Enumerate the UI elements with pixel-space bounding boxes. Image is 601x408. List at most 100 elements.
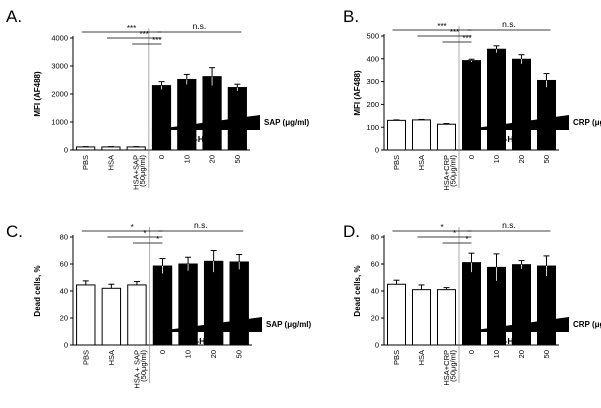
bar xyxy=(437,289,456,346)
x-tick-label: 10 xyxy=(492,155,501,163)
x-tick-label: PBS xyxy=(392,155,401,170)
chart-panel-d: D. 0 20 40 60 80 Dead cells, % PBS HSA HSA+CRP 0 10… xyxy=(343,220,601,386)
panel-letter: B. xyxy=(343,7,359,26)
y-tick-label: 200 xyxy=(366,100,379,109)
sig-label: *** xyxy=(437,22,446,31)
chart-panel-a: A. 0 1000 2000 3000 4000 MFI (AF488) PBS HSA HSA+… xyxy=(6,7,310,190)
bar xyxy=(127,284,147,346)
bar xyxy=(537,265,556,346)
bar xyxy=(412,119,431,151)
treatment-label: CRP (μg/ml) xyxy=(573,320,601,329)
x-tick-label: 0 xyxy=(467,155,476,159)
control-concentration-note: (50μg/ml) xyxy=(139,349,148,381)
x-tick-label: PBS xyxy=(81,350,90,365)
control-concentration-note: (50μg/ml) xyxy=(449,154,458,186)
y-tick-label: 80 xyxy=(371,233,379,242)
x-tick-label: 0 xyxy=(157,155,166,159)
group-label: AP-HSA xyxy=(185,336,218,346)
sig-label: * xyxy=(156,235,159,244)
y-tick-label: 0 xyxy=(375,146,379,155)
sig-label: * xyxy=(143,229,146,238)
x-tick-label: HSA xyxy=(417,155,426,170)
concentration-wedge xyxy=(150,115,260,130)
y-tick-label: 400 xyxy=(366,54,379,63)
y-axis-label: Dead cells, % xyxy=(353,265,362,316)
x-tick-label: 20 xyxy=(517,155,526,163)
x-tick-label: 0 xyxy=(158,350,167,354)
x-tick-label: 0 xyxy=(467,350,476,354)
sig-label: *** xyxy=(450,28,459,37)
x-tick-label: HSA xyxy=(107,350,116,365)
panel-letter: C. xyxy=(6,222,23,241)
bar xyxy=(537,79,556,151)
bar xyxy=(462,60,481,151)
y-tick-label: 1000 xyxy=(51,118,68,127)
y-tick-label: 20 xyxy=(60,314,68,323)
x-tick-label: HSA + SAP xyxy=(132,350,141,389)
y-tick-label: 100 xyxy=(366,123,379,132)
x-tick-label: 50 xyxy=(542,350,551,358)
y-axis-label: MFI (AF488) xyxy=(353,70,362,116)
ns-label: n.s. xyxy=(193,21,207,31)
x-tick-label: HSA xyxy=(417,350,426,365)
group-label: AP-HSA xyxy=(493,134,526,144)
y-tick-label: 300 xyxy=(366,77,379,86)
x-tick-label: PBS xyxy=(392,350,401,365)
x-tick-label: PBS xyxy=(81,155,90,170)
y-tick-label: 0 xyxy=(64,146,68,155)
x-tick-label: 20 xyxy=(209,350,218,358)
bar xyxy=(437,123,456,151)
x-tick-label: HSA xyxy=(106,155,115,170)
x-tick-label: 50 xyxy=(542,155,551,163)
bar xyxy=(462,262,481,346)
sig-label: *** xyxy=(152,36,161,45)
bar xyxy=(76,284,96,346)
bar xyxy=(387,119,406,151)
treatment-label: SAP (μg/ml) xyxy=(264,118,310,127)
concentration-wedge xyxy=(461,115,569,130)
ns-label: n.s. xyxy=(502,220,516,230)
x-tick-label: 50 xyxy=(233,155,242,163)
x-tick-label: 10 xyxy=(184,350,193,358)
y-tick-label: 0 xyxy=(375,341,379,350)
y-tick-label: 80 xyxy=(60,233,68,242)
y-axis-label: Dead cells, % xyxy=(33,265,42,316)
bar xyxy=(126,146,146,151)
y-tick-label: 2000 xyxy=(51,90,68,99)
y-tick-label: 4000 xyxy=(51,34,68,43)
bar xyxy=(412,289,431,346)
chart-panel-c: C. 0 20 40 60 80 Dead cells, % PBS HSA HSA + SAP 0… xyxy=(6,220,312,389)
concentration-wedge xyxy=(461,317,569,332)
bar xyxy=(229,261,249,346)
x-tick-label: 20 xyxy=(208,155,217,163)
bar xyxy=(101,146,121,151)
group-label: AP-HSA xyxy=(493,336,526,346)
sig-label: * xyxy=(131,223,134,232)
concentration-wedge xyxy=(151,317,262,332)
ns-label: n.s. xyxy=(194,220,208,230)
bar xyxy=(203,260,224,346)
control-concentration-note: (50μg/ml) xyxy=(138,154,147,186)
bar xyxy=(512,264,531,346)
y-tick-label: 60 xyxy=(371,260,379,269)
x-tick-label: HSA+SAP xyxy=(132,155,141,190)
y-tick-label: 3000 xyxy=(51,62,68,71)
treatment-label: CRP (μg/ml) xyxy=(573,118,601,127)
y-tick-label: 20 xyxy=(371,314,379,323)
x-tick-label: HSA+CRP xyxy=(442,350,451,386)
y-tick-label: 40 xyxy=(371,287,379,296)
bar xyxy=(152,265,173,346)
y-tick-label: 500 xyxy=(366,32,379,41)
x-tick-label: 10 xyxy=(492,350,501,358)
x-tick-label: 20 xyxy=(517,350,526,358)
sig-label: *** xyxy=(462,34,471,43)
sig-label: *** xyxy=(140,30,149,39)
sig-label: * xyxy=(453,229,456,238)
bar xyxy=(76,146,96,151)
sig-label: * xyxy=(440,223,443,232)
group-label: AP-HSA xyxy=(183,134,216,144)
y-tick-label: 40 xyxy=(60,287,68,296)
y-tick-label: 60 xyxy=(60,260,68,269)
bar xyxy=(178,263,198,346)
